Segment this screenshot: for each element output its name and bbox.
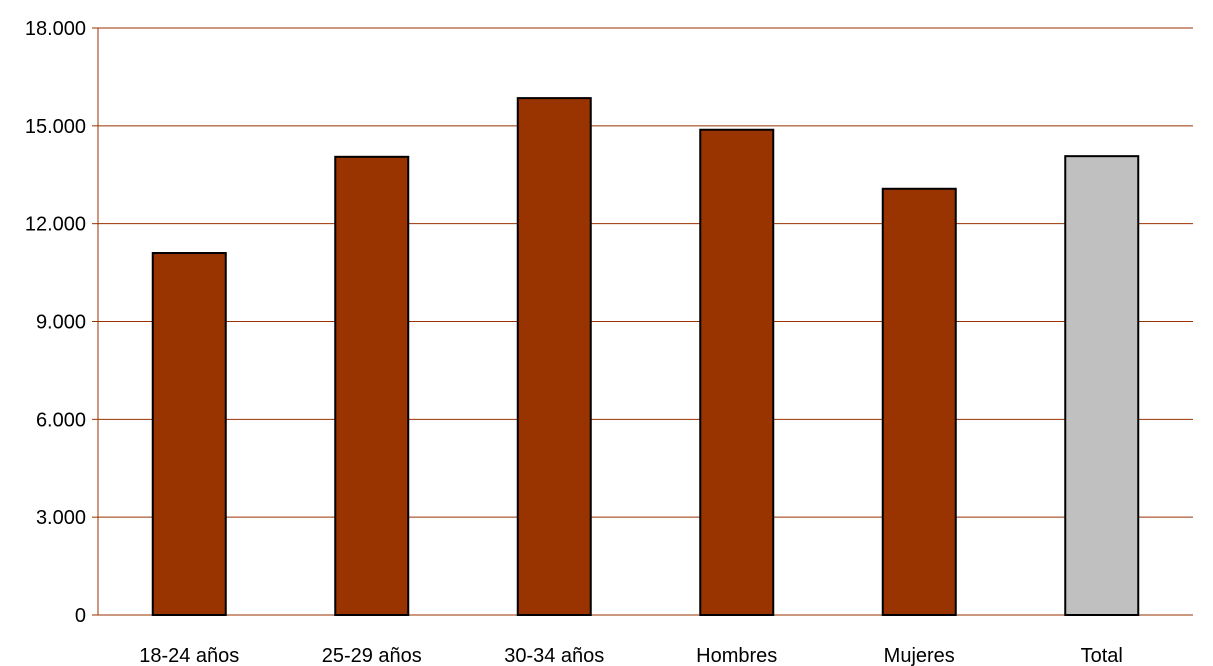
y-tick-labels: 0 3.000 6.000 9.000 12.000 15.000 18.000 xyxy=(25,18,86,627)
y-tick-label: 15.000 xyxy=(25,116,86,138)
x-category-labels: 18-24 años 25-29 años 30-34 años Hombres Muj… xyxy=(139,645,1123,666)
x-category-label: Mujeres xyxy=(884,645,955,666)
x-category-label: Total xyxy=(1081,645,1123,666)
y-tick-label: 6.000 xyxy=(36,409,86,431)
x-category-label: 18-24 años xyxy=(139,645,239,666)
y-tick-label: 9.000 xyxy=(36,312,86,334)
bar xyxy=(516,97,592,616)
y-tick-label: 12.000 xyxy=(25,214,86,236)
gridlines xyxy=(98,27,1193,518)
x-category-label: 25-29 años xyxy=(322,645,422,666)
bar xyxy=(334,155,410,616)
x-category-label: Hombres xyxy=(696,645,777,666)
bar xyxy=(699,128,775,616)
bar xyxy=(881,187,957,617)
x-category-label: 30-34 años xyxy=(504,645,604,666)
bar xyxy=(151,252,227,616)
y-tick-label: 0 xyxy=(75,605,86,627)
y-tick-label: 18.000 xyxy=(25,18,86,40)
bars xyxy=(151,97,1140,617)
y-tick-label: 3.000 xyxy=(36,507,86,529)
axes xyxy=(92,27,1193,616)
bar xyxy=(1064,155,1140,617)
